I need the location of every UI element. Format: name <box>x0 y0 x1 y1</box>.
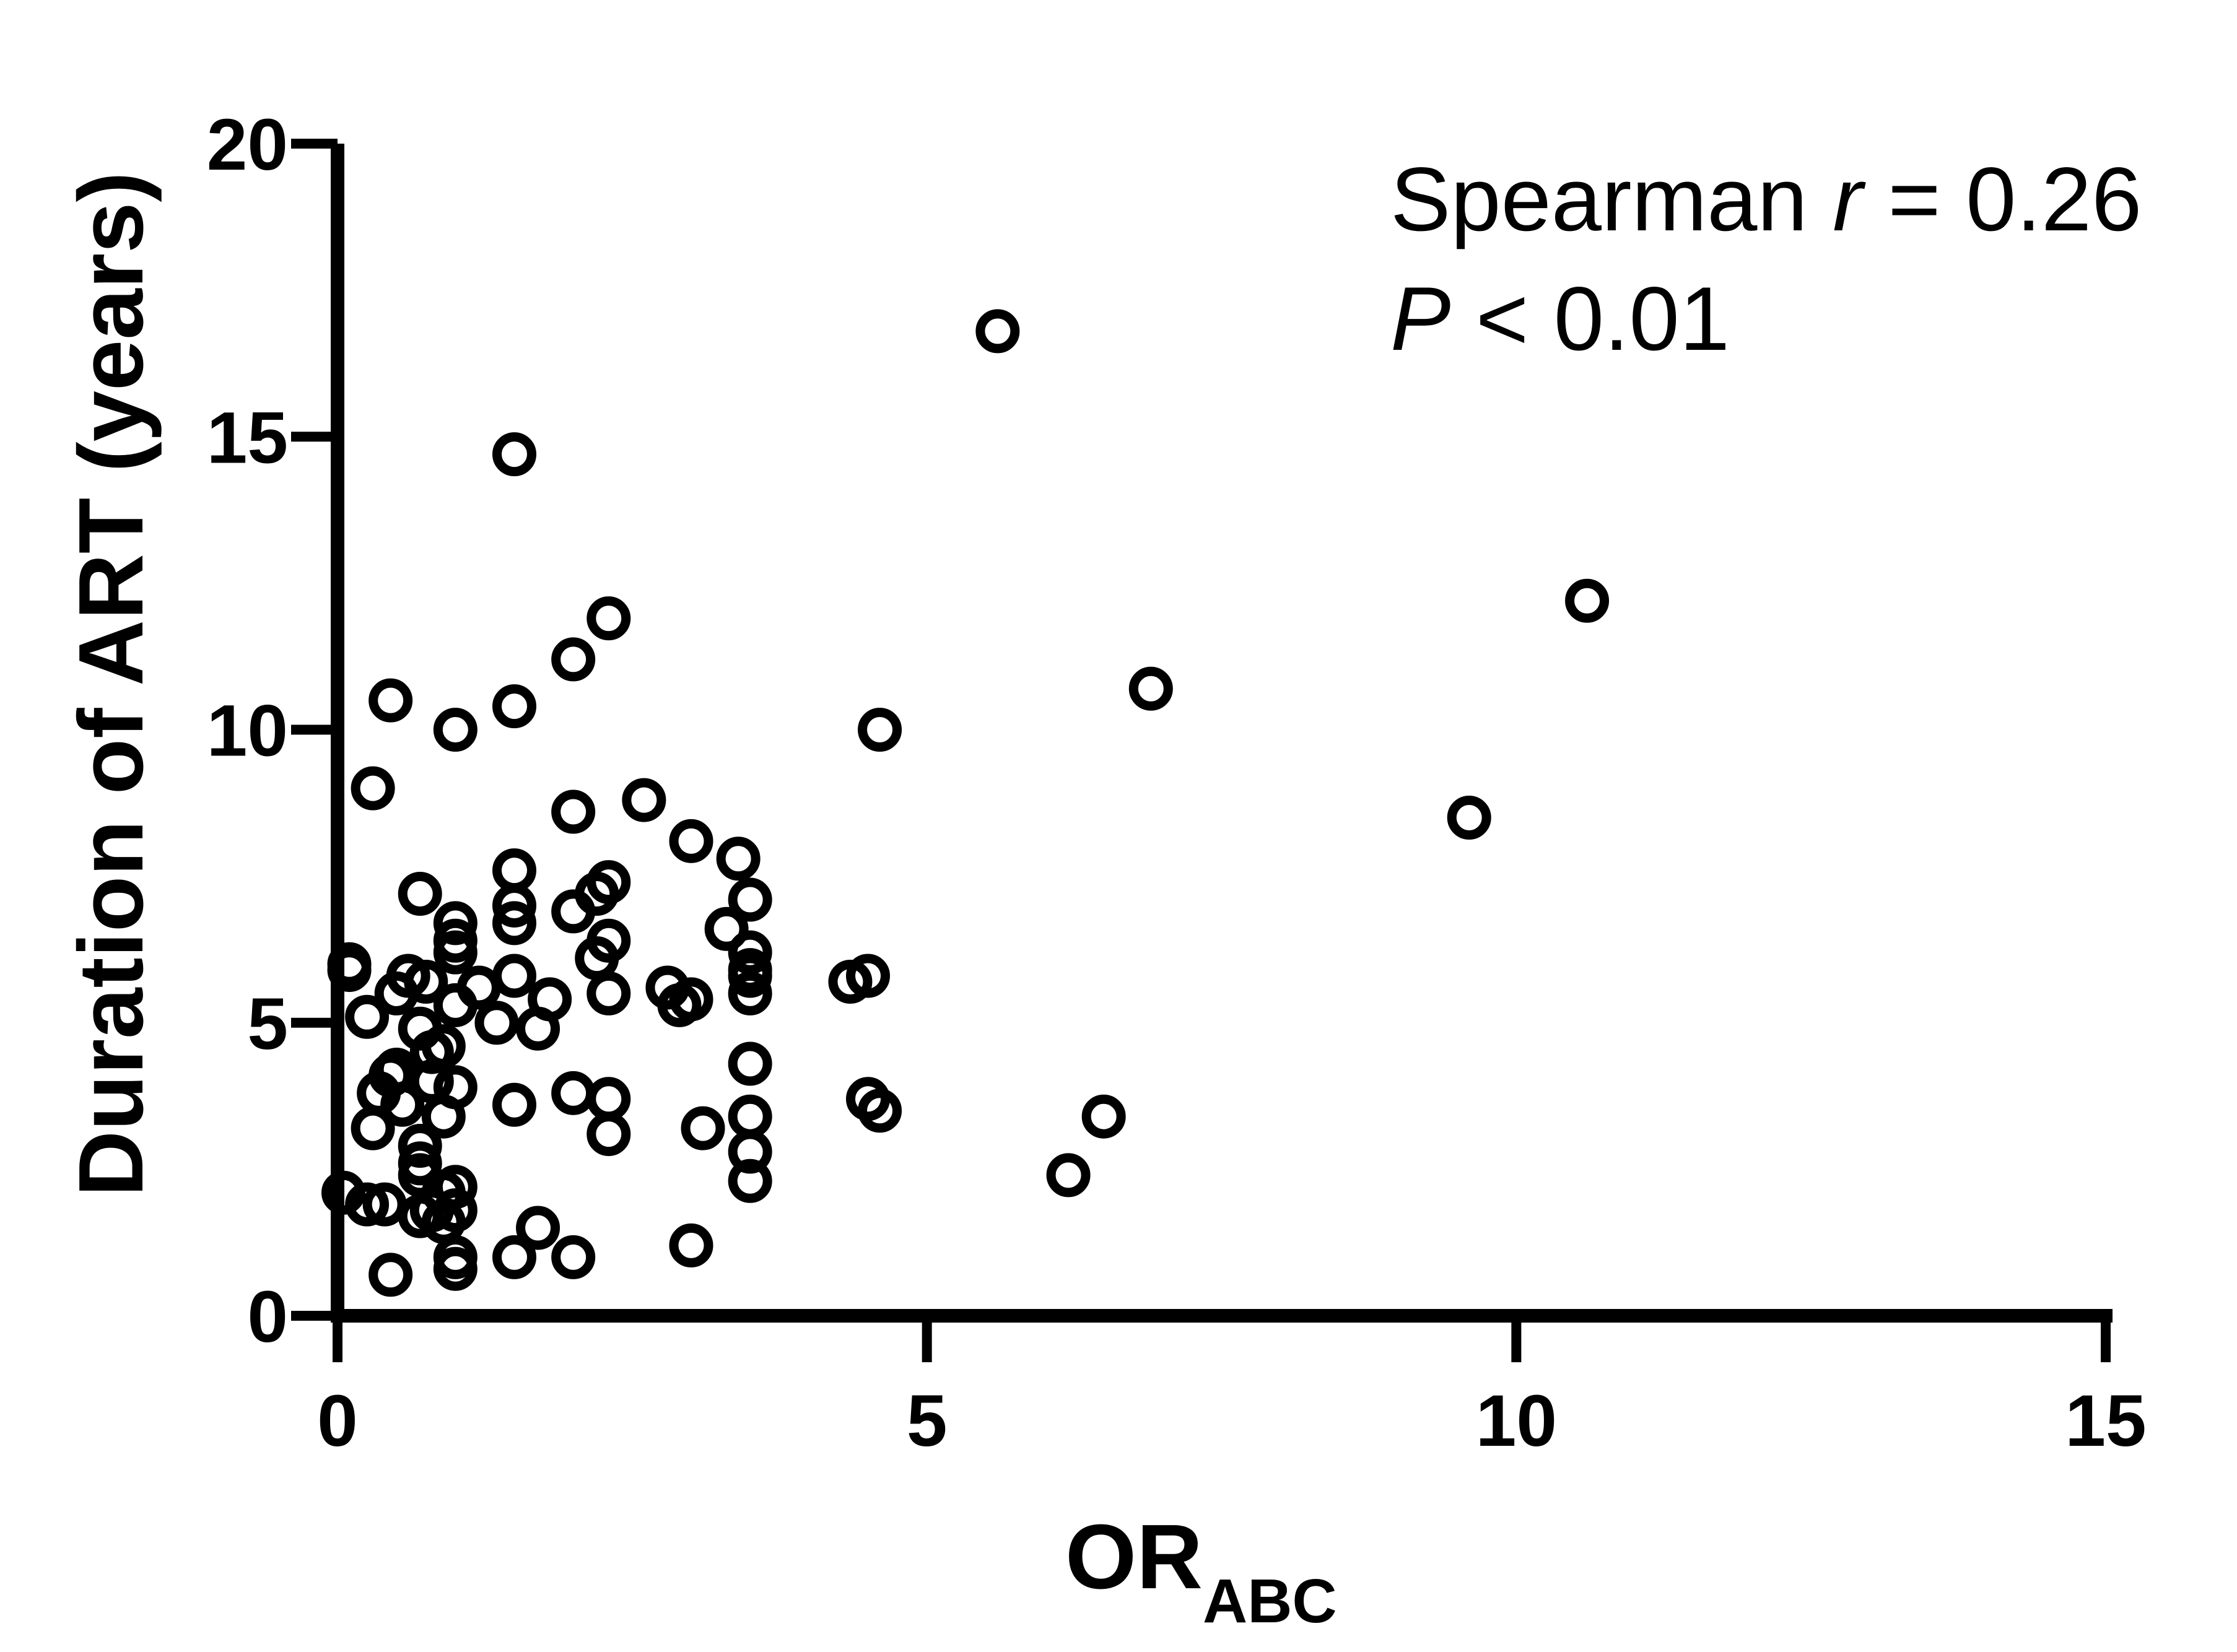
data-point <box>492 684 536 729</box>
data-point <box>345 994 390 1039</box>
data-point <box>516 1006 560 1051</box>
data-point <box>368 678 413 723</box>
data-point <box>492 848 536 893</box>
data-point <box>728 930 772 975</box>
x-axis-title: ORABC <box>1065 1506 1337 1636</box>
data-point <box>728 954 772 998</box>
y-tick-label: 0 <box>247 1276 288 1358</box>
data-point <box>368 1253 413 1297</box>
data-point <box>1565 578 1610 623</box>
p-value-annotation: P < 0.01 <box>1390 268 1730 369</box>
data-point <box>716 837 761 881</box>
p-value: < 0.01 <box>1450 268 1730 369</box>
data-point <box>657 983 702 1027</box>
data-point <box>409 1030 454 1074</box>
data-point <box>704 906 749 951</box>
spearman-value: = 0.26 <box>1863 149 2142 250</box>
data-point <box>551 789 596 834</box>
data-point <box>858 1089 902 1133</box>
data-point <box>345 1182 390 1227</box>
spearman-annotation: Spearman r = 0.26 <box>1390 149 2142 250</box>
data-point <box>492 883 536 928</box>
data-point <box>728 1159 772 1203</box>
data-point <box>669 1223 713 1267</box>
data-point <box>728 971 772 1015</box>
data-point <box>492 1235 536 1279</box>
data-point <box>421 1094 466 1139</box>
data-point <box>1081 1094 1126 1139</box>
x-tick-label: 10 <box>1476 1380 1557 1462</box>
y-tick-label: 10 <box>207 690 288 772</box>
x-tick-label: 15 <box>2065 1380 2146 1462</box>
data-point <box>669 819 713 863</box>
data-point <box>433 901 477 946</box>
data-point <box>492 901 536 946</box>
data-point <box>681 1106 725 1150</box>
data-point <box>516 1206 560 1250</box>
data-point <box>492 954 536 998</box>
data-point <box>492 432 536 477</box>
data-point <box>374 971 419 1015</box>
data-point <box>728 1129 772 1174</box>
data-points <box>321 309 1610 1297</box>
x-axis-title-subscript: ABC <box>1203 1567 1337 1636</box>
data-point <box>828 959 873 1004</box>
data-point <box>351 1106 395 1150</box>
data-point <box>433 708 477 752</box>
data-point <box>398 1124 442 1168</box>
data-point <box>587 1112 631 1157</box>
y-tick-label: 20 <box>207 104 288 186</box>
data-point <box>1046 1153 1091 1198</box>
data-point <box>433 983 477 1027</box>
data-point <box>587 971 631 1015</box>
data-point <box>728 877 772 922</box>
data-point <box>327 948 372 993</box>
x-tick-label: 5 <box>907 1380 948 1462</box>
data-point <box>380 1082 425 1127</box>
data-point <box>492 1082 536 1127</box>
data-point <box>433 930 477 975</box>
data-point <box>975 309 1020 354</box>
data-point <box>728 1041 772 1086</box>
x-axis-title-main: OR <box>1065 1506 1203 1608</box>
p-symbol: P <box>1390 268 1450 369</box>
axes <box>291 139 2113 1362</box>
data-point <box>1128 666 1173 711</box>
data-point <box>551 637 596 682</box>
y-axis-title: Duration of ART (years) <box>60 172 162 1197</box>
data-point <box>728 1094 772 1139</box>
data-point <box>551 1235 596 1279</box>
y-tick-label: 5 <box>247 983 288 1065</box>
data-point <box>587 596 631 641</box>
data-point <box>351 766 395 811</box>
x-tick-label: 0 <box>317 1380 358 1462</box>
data-point <box>622 778 666 822</box>
data-point <box>398 1194 442 1238</box>
data-point <box>858 708 902 752</box>
spearman-r-symbol: r <box>1833 149 1866 250</box>
y-tick-label: 15 <box>207 397 288 479</box>
data-point <box>551 889 596 934</box>
data-point <box>1447 795 1491 840</box>
data-point <box>433 1246 477 1291</box>
data-point <box>398 872 442 916</box>
data-point <box>551 1071 596 1115</box>
data-point <box>474 1001 519 1045</box>
spearman-prefix: Spearman <box>1390 149 1833 250</box>
tick-labels: 0 5 10 15 20 0 5 10 15 <box>207 104 2147 1462</box>
data-point <box>587 1077 631 1121</box>
